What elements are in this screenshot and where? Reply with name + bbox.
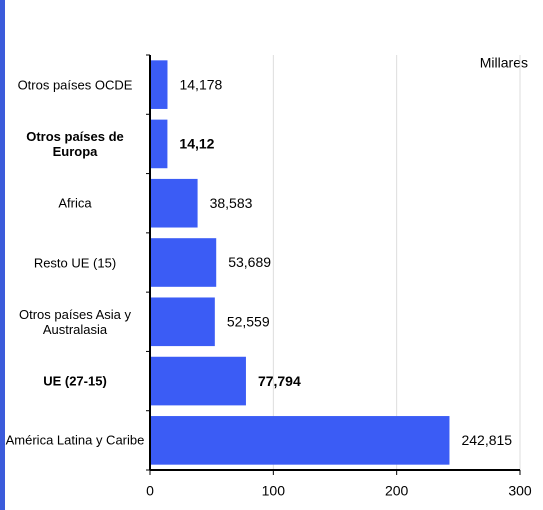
bar [150,238,217,287]
bar [150,356,246,406]
x-tick-label: 0 [146,483,154,499]
value-label: 53,689 [228,254,271,270]
bar [150,178,198,228]
x-tick-label: 300 [508,483,532,499]
category-label: Otros países de Europa [26,128,124,159]
side-strip [0,0,5,510]
category-label: Resto UE (15) [33,255,117,270]
unit-label: Millares [480,55,528,71]
x-tick-label: 200 [385,483,409,499]
category-label: UE (27-15) [43,373,107,389]
value-label: 77,794 [258,373,301,389]
category-label: Africa [58,195,92,211]
category-label: Otros países OCDE [17,77,133,93]
category-label: Otros países Asia y Australasia [19,306,131,337]
value-label: 242,815 [461,432,512,448]
bar [150,416,450,465]
value-label: 14,12 [179,136,214,152]
bar [150,60,168,109]
bar [150,297,215,347]
bar [150,119,168,169]
value-label: 38,583 [210,195,253,211]
category-label: América Latina y Caribe [5,432,145,448]
x-tick-label: 100 [262,483,286,499]
value-label: 52,559 [227,313,270,329]
value-label: 14,178 [179,76,222,92]
